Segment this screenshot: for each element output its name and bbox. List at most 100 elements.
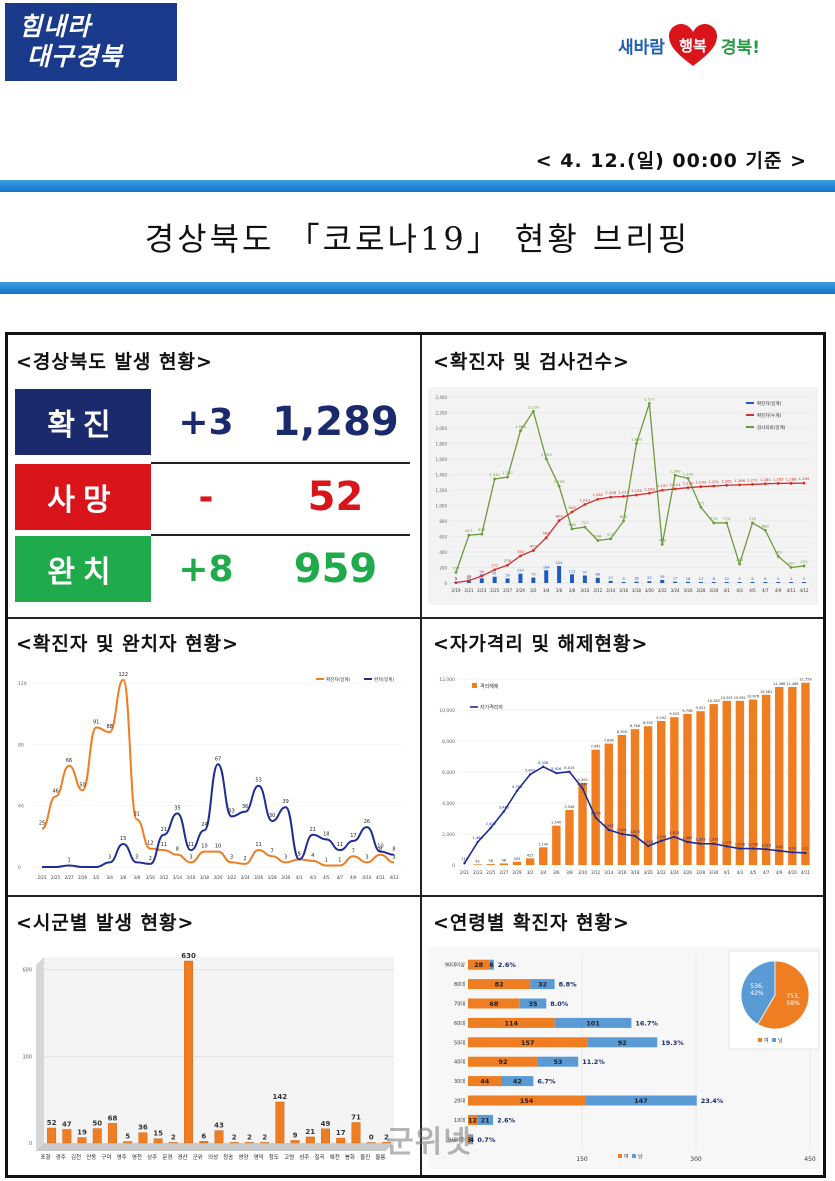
death-total: 52 <box>307 474 364 520</box>
isolated-label: 2,001 <box>617 828 627 832</box>
age-group-label: 10대 <box>454 1117 465 1124</box>
briefing-frame: <경상북도 발생 현황> 확진 +3 1,289 사망 - 52 완치 +8 9… <box>5 332 826 1178</box>
legend-label: 확진자(일계) <box>757 400 781 407</box>
isolated-point <box>607 828 610 832</box>
released-label: 11,488 <box>786 682 798 686</box>
region-name-label: 의성 <box>208 1153 218 1161</box>
x-tick-label: 3/10 <box>580 588 589 593</box>
released-label: 8,766 <box>630 724 640 728</box>
x-tick-label: 3/20 <box>214 875 223 880</box>
confirmed-label: 88 <box>107 724 113 730</box>
legend-label: 검사의뢰(일계) <box>757 424 786 431</box>
isolated-point <box>489 826 492 829</box>
y-tick-label: 800 <box>439 519 447 524</box>
pie-legend-label: 남 <box>778 1037 783 1044</box>
region-value-label: 36 <box>138 1124 148 1132</box>
tests-label: 498 <box>659 537 667 542</box>
male-bar <box>530 979 555 990</box>
released-label: 10,383 <box>708 699 720 703</box>
region-name-label: 문경 <box>162 1154 172 1161</box>
legend-label: 여 <box>624 1153 629 1160</box>
percent-label: 2.6% <box>498 961 517 969</box>
x-tick-label: 4/3 <box>310 875 317 880</box>
region-value-label: 15 <box>153 1130 163 1138</box>
y-tick-label: 400 <box>439 550 447 555</box>
region-name-label: 구미 <box>101 1153 111 1161</box>
cumulative-label: 1,117 <box>618 489 629 494</box>
daily-confirmed-bar <box>621 582 626 583</box>
daily-confirmed-bar <box>647 581 652 583</box>
released-bar <box>683 713 692 865</box>
x-tick-label: 4/3 <box>736 588 743 593</box>
tests-point <box>544 457 548 461</box>
cumulative-point <box>751 483 754 486</box>
female-bar <box>468 1037 588 1048</box>
tests-label: 2,317 <box>644 396 655 401</box>
cumulative-point <box>480 574 484 578</box>
released-bar <box>630 729 640 865</box>
x-tick-label: 3/4 <box>106 875 113 880</box>
recovered-label: 35 <box>174 805 180 811</box>
cumulative-point <box>673 487 677 491</box>
x-tick-label: 4/1 <box>296 875 303 880</box>
x-tick-label: 3/20 <box>644 870 653 875</box>
cumulative-line <box>455 482 805 584</box>
tests-chart: 0 200 400 600 800 1,000 1,200 1,400 1,600 1,800 2,… <box>428 387 818 605</box>
recovered-line <box>42 763 395 868</box>
age-group-label: 60대 <box>454 1020 465 1027</box>
x-tick-label: 3/8 <box>134 875 141 880</box>
pie-legend-swatch <box>758 1038 762 1042</box>
confirmed-delta: +3 <box>178 401 234 443</box>
recovered-label: 18 <box>323 831 329 837</box>
region-name-label: 군위 <box>193 1153 203 1161</box>
male-bar <box>554 1017 632 1028</box>
cumulative-label: 5 <box>455 576 458 581</box>
cumulative-label: 1,197 <box>657 483 668 488</box>
cumulative-point <box>763 482 767 486</box>
female-bar <box>468 1114 478 1125</box>
tests-point <box>493 477 497 481</box>
cumulative-point <box>699 485 703 489</box>
pie-percent-label: 58% <box>786 1000 800 1007</box>
female-value-label: 28 <box>474 961 484 969</box>
y-tick-label: 6,000 <box>442 770 455 776</box>
confirmed-label: 1 <box>325 857 328 863</box>
released-label: 42 <box>475 859 479 863</box>
x-tick-label: 3/24 <box>670 870 679 875</box>
daily-confirmed-bar <box>698 581 703 583</box>
age-group-label: 20대 <box>454 1098 465 1105</box>
recovered-label: 10 <box>377 844 383 850</box>
cumulative-label: 804 <box>555 514 563 519</box>
x-tick-label: 3/28 <box>696 870 705 875</box>
daily-confirmed-label: 9 <box>622 577 624 581</box>
daily-confirmed-label: 70 <box>531 573 535 577</box>
y-tick-label: 1,800 <box>436 442 448 447</box>
tests-point <box>519 429 522 433</box>
confirmed-label: 122 <box>118 672 128 678</box>
region-bar <box>260 1142 270 1144</box>
released-label: 425 <box>527 853 534 857</box>
region-value-label: 19 <box>77 1129 87 1137</box>
recovered-label: 67 <box>215 756 221 762</box>
isolated-label: 1,016 <box>761 843 772 847</box>
daily-confirmed-label: 8 <box>764 577 766 581</box>
x-tick-label: 4/7 <box>762 588 769 593</box>
y-tick-label: 0 <box>452 863 455 869</box>
region-bar <box>77 1137 87 1144</box>
tests-point <box>609 537 613 541</box>
chart-wall <box>36 957 44 1151</box>
percent-label: 8.0% <box>550 1000 569 1008</box>
top-divider-bar <box>0 180 835 192</box>
isolated-label: 1,813 <box>669 831 679 835</box>
tests-label: 570 <box>607 532 615 537</box>
x-tick-label: 3/24 <box>241 875 250 880</box>
daily-confirmed-bar <box>686 581 690 583</box>
cumulative-label: 1,285 <box>773 476 784 481</box>
cumulative-point <box>725 483 729 487</box>
x-tick-label: 4/1 <box>723 588 730 593</box>
x-tick-label: 3/26 <box>684 588 693 593</box>
x-tick-label: 3/8 <box>569 588 576 593</box>
confirmed-label: 25 <box>39 821 45 827</box>
isolated-point <box>712 842 715 845</box>
male-bar <box>489 959 494 970</box>
